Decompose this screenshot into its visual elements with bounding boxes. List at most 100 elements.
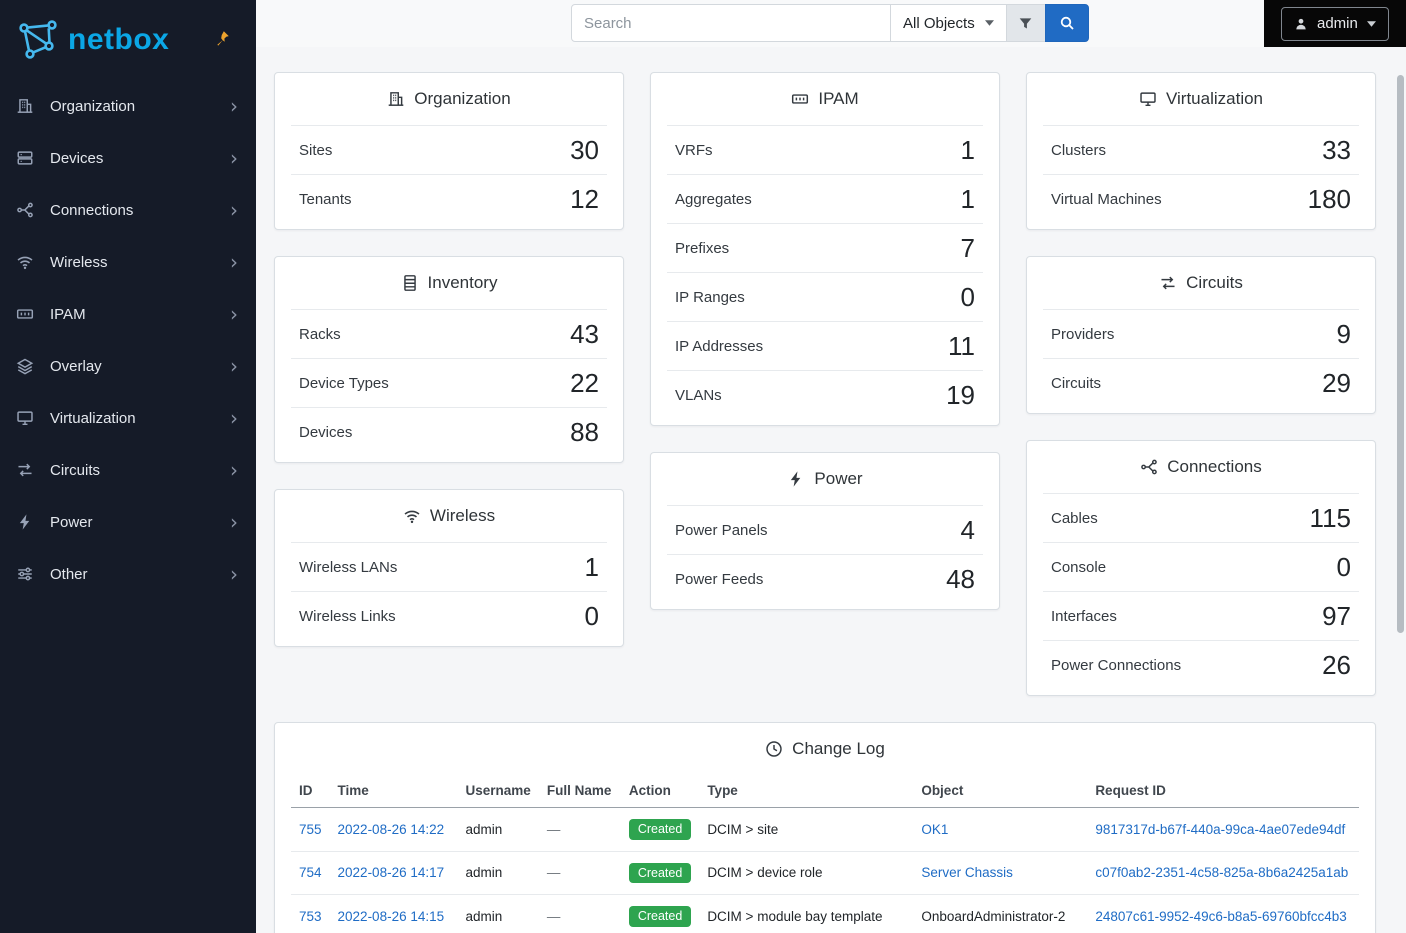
layers-icon (16, 357, 38, 375)
change-object-link[interactable]: OK1 (921, 821, 949, 837)
user-menu-button[interactable]: admin (1281, 6, 1389, 41)
stat-value: 180 (1307, 184, 1351, 214)
object-type-select[interactable]: All Objects (890, 4, 1007, 42)
column-header-username[interactable]: Username (457, 775, 539, 808)
stat-label: Wireless Links (299, 607, 396, 625)
change-id-link[interactable]: 754 (299, 865, 322, 881)
change-object-text: OnboardAdministrator-2 (921, 908, 1066, 924)
stat-row-ip-ranges[interactable]: IP Ranges 0 (667, 272, 983, 321)
sidebar-item-label: Power (50, 513, 93, 531)
stat-value: 0 (960, 282, 975, 312)
stat-label: Sites (299, 141, 333, 159)
change-full-name: — (546, 865, 561, 881)
stat-row-ip-addresses[interactable]: IP Addresses 11 (667, 321, 983, 370)
stat-value: 97 (1322, 601, 1351, 631)
card-change-log: Change Log ID Time Username Full Name Ac… (274, 722, 1376, 933)
stat-row-aggregates[interactable]: Aggregates 1 (667, 174, 983, 223)
card-title: Connections (1167, 457, 1262, 476)
pin-icon[interactable] (213, 30, 230, 47)
column-header-action[interactable]: Action (620, 775, 700, 808)
card-inventory: Inventory Racks 43 Device Types 22 Devic… (274, 256, 624, 463)
stat-value: 26 (1322, 650, 1351, 680)
stat-row-tenants[interactable]: Tenants 12 (291, 174, 607, 223)
chevron-right-icon: › (230, 510, 238, 534)
sidebar-item-ipam[interactable]: IPAM › (0, 288, 256, 340)
sidebar-item-other[interactable]: Other › (0, 548, 256, 600)
card-title: Power (814, 469, 863, 488)
sidebar-item-wireless[interactable]: Wireless › (0, 236, 256, 288)
stat-row-clusters[interactable]: Clusters 33 (1043, 125, 1359, 174)
vertical-scrollbar[interactable] (1397, 75, 1404, 633)
change-object-link[interactable]: Server Chassis (921, 865, 1013, 881)
card-organization: Organization Sites 30 Tenants 12 (274, 72, 624, 230)
card-header: Organization (275, 73, 623, 125)
request-id-link[interactable]: 9817317d-b67f-440a-99ca-4ae07ede94df (1095, 821, 1346, 837)
stat-row-wireless-lans[interactable]: Wireless LANs 1 (291, 542, 607, 591)
card-header: Change Log (275, 723, 1375, 775)
change-time-link[interactable]: 2022-08-26 14:15 (337, 908, 445, 924)
stat-label: Wireless LANs (299, 558, 398, 576)
request-id-link[interactable]: 24807c61-9952-49c6-b8a5-69760bfcc4b3 (1095, 908, 1347, 924)
change-type: DCIM > module bay template (707, 908, 883, 924)
sidebar-item-devices[interactable]: Devices › (0, 132, 256, 184)
stat-row-sites[interactable]: Sites 30 (291, 125, 607, 174)
card-connections: Connections Cables 115 Console 0 Interfa… (1026, 440, 1376, 696)
stat-row-racks[interactable]: Racks 43 (291, 309, 607, 358)
stat-row-prefixes[interactable]: Prefixes 7 (667, 223, 983, 272)
stat-row-providers[interactable]: Providers 9 (1043, 309, 1359, 358)
stat-row-device-types[interactable]: Device Types 22 (291, 358, 607, 407)
sidebar-item-organization[interactable]: Organization › (0, 80, 256, 132)
sidebar-item-label: Virtualization (50, 409, 136, 427)
stat-row-cables[interactable]: Cables 115 (1043, 493, 1359, 542)
history-icon (765, 740, 783, 758)
stat-label: Devices (299, 423, 353, 441)
sidebar-item-connections[interactable]: Connections › (0, 184, 256, 236)
change-time-link[interactable]: 2022-08-26 14:22 (337, 821, 445, 837)
sidebar-item-overlay[interactable]: Overlay › (0, 340, 256, 392)
stat-row-interfaces[interactable]: Interfaces 97 (1043, 591, 1359, 640)
stat-row-power-connections[interactable]: Power Connections 26 (1043, 640, 1359, 689)
search-submit-button[interactable] (1044, 4, 1089, 42)
power-icon (16, 513, 38, 531)
column-header-object[interactable]: Object (913, 775, 1088, 808)
card-wireless: Wireless Wireless LANs 1 Wireless Links … (274, 489, 624, 647)
stat-row-wireless-links[interactable]: Wireless Links 0 (291, 591, 607, 640)
column-header-full-name[interactable]: Full Name (538, 775, 621, 808)
stat-row-power-panels[interactable]: Power Panels 4 (667, 505, 983, 554)
sidebar-item-power[interactable]: Power › (0, 496, 256, 548)
action-badge: Created (628, 906, 692, 927)
logo-row: netbox (0, 0, 256, 76)
change-time-link[interactable]: 2022-08-26 14:17 (337, 865, 445, 881)
stat-row-circuits[interactable]: Circuits 29 (1043, 358, 1359, 407)
building-icon (16, 97, 38, 115)
stat-label: Device Types (299, 374, 389, 392)
column-header-type[interactable]: Type (699, 775, 914, 808)
column-header-time[interactable]: Time (329, 775, 458, 808)
stat-row-console[interactable]: Console 0 (1043, 542, 1359, 591)
stat-row-vlans[interactable]: VLANs 19 (667, 370, 983, 419)
change-id-link[interactable]: 755 (299, 821, 322, 837)
stat-row-devices[interactable]: Devices 88 (291, 407, 607, 456)
column-header-request-id[interactable]: Request ID (1087, 775, 1359, 808)
dashboard-column-1: Organization Sites 30 Tenants 12 Inv (274, 72, 624, 696)
sidebar-item-virtualization[interactable]: Virtualization › (0, 392, 256, 444)
stat-row-vrfs[interactable]: VRFs 1 (667, 125, 983, 174)
sidebar-item-label: Devices (50, 149, 104, 167)
stat-row-virtual-machines[interactable]: Virtual Machines 180 (1043, 174, 1359, 223)
sidebar-item-label: Organization (50, 97, 136, 115)
stat-label: Tenants (299, 190, 352, 208)
stat-label: Racks (299, 325, 341, 343)
change-id-link[interactable]: 753 (299, 908, 322, 924)
power-icon (787, 470, 805, 488)
sidebar-item-circuits[interactable]: Circuits › (0, 444, 256, 496)
action-badge: Created (628, 819, 692, 840)
sidebar-item-label: Overlay (50, 357, 102, 375)
stat-value: 19 (946, 380, 975, 410)
column-header-id[interactable]: ID (291, 775, 330, 808)
request-id-link[interactable]: c07f0ab2-2351-4c58-825a-8b6a2425a1ab (1095, 865, 1349, 881)
card-title: Wireless (429, 506, 496, 525)
filter-button[interactable] (1005, 4, 1046, 42)
stat-row-power-feeds[interactable]: Power Feeds 48 (667, 554, 983, 603)
card-title: Inventory (427, 273, 498, 292)
search-input[interactable] (571, 4, 891, 42)
